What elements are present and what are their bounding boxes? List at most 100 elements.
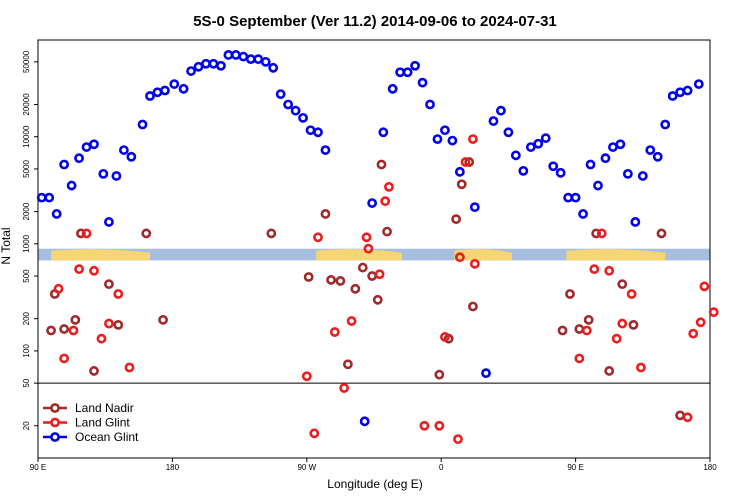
- legend-item: Ocean Glint: [43, 430, 139, 444]
- data-point: [89, 265, 99, 276]
- data-point: [104, 279, 114, 290]
- data-point: [555, 167, 566, 178]
- data-point: [440, 125, 450, 136]
- legend-marker: [50, 432, 60, 442]
- data-point: [320, 209, 331, 219]
- data-point: [89, 366, 99, 376]
- data-point: [374, 269, 385, 280]
- data-point: [36, 192, 47, 203]
- data-point: [622, 168, 633, 179]
- data-point: [628, 319, 639, 330]
- data-point: [596, 228, 607, 239]
- land-africa: [454, 249, 513, 261]
- data-point: [496, 105, 506, 116]
- data-point: [604, 265, 615, 276]
- data-point: [525, 142, 536, 152]
- data-point: [275, 89, 286, 99]
- chart-title: 5S-0 September (Ver 11.2) 2014-09-06 to …: [193, 13, 557, 30]
- data-point: [456, 179, 467, 190]
- data-point: [563, 192, 574, 203]
- data-point: [253, 54, 264, 65]
- data-point: [208, 58, 219, 69]
- y-tick-label: 2000: [22, 202, 31, 220]
- data-point: [357, 262, 368, 273]
- series-land-glint: [53, 134, 719, 445]
- data-point: [660, 119, 671, 130]
- data-point: [581, 325, 592, 336]
- data-point: [540, 133, 551, 144]
- data-point: [417, 77, 428, 88]
- y-tick-label: 10000: [22, 125, 31, 148]
- data-point: [604, 366, 615, 376]
- data-point: [382, 226, 392, 237]
- y-axis-label: N Total: [0, 227, 13, 264]
- data-point: [361, 232, 372, 243]
- data-point: [503, 127, 514, 138]
- data-point: [70, 314, 81, 325]
- data-point: [626, 289, 637, 299]
- land-band: [38, 248, 710, 261]
- legend-item: Land Nadir: [43, 401, 134, 415]
- data-point: [384, 181, 394, 192]
- y-tick-label: 20: [22, 421, 31, 430]
- data-point: [611, 333, 622, 344]
- y-tick-label: 100: [22, 344, 31, 358]
- data-point: [350, 283, 361, 294]
- y-tick-label: 50000: [22, 50, 31, 73]
- data-point: [656, 228, 667, 239]
- data-point: [675, 410, 686, 421]
- data-point: [326, 275, 336, 285]
- legend-marker: [50, 403, 60, 413]
- data-point: [160, 85, 170, 96]
- y-tick-label: 5000: [22, 160, 31, 178]
- data-point: [313, 127, 323, 138]
- data-point: [468, 134, 478, 145]
- data-point: [574, 353, 585, 364]
- x-tick-label: 90 E: [567, 463, 583, 472]
- data-point: [617, 318, 628, 329]
- data-point: [425, 99, 435, 110]
- x-tick-label: 180: [703, 463, 717, 472]
- data-point: [104, 217, 114, 227]
- data-point: [53, 283, 64, 294]
- data-point: [682, 85, 693, 96]
- data-point: [440, 332, 450, 342]
- x-axis-label: Longitude (deg E): [327, 477, 422, 491]
- data-point: [309, 428, 320, 439]
- data-point: [645, 145, 656, 155]
- y-tick-label: 200: [22, 311, 31, 325]
- data-point: [359, 416, 370, 427]
- data-point: [565, 289, 575, 299]
- data-point: [186, 66, 196, 76]
- legend-label: Land Glint: [75, 416, 130, 430]
- data-point: [193, 61, 204, 72]
- y-tick-label: 50: [22, 378, 31, 387]
- data-point: [266, 228, 277, 239]
- data-point: [367, 271, 378, 281]
- data-point: [488, 116, 499, 126]
- data-point: [329, 327, 340, 337]
- data-point: [145, 91, 155, 101]
- data-point: [481, 368, 491, 379]
- data-point: [468, 301, 478, 312]
- data-point: [434, 369, 445, 380]
- data-point: [66, 180, 77, 191]
- data-point: [708, 307, 719, 318]
- land-australia-west: [51, 249, 150, 261]
- land-australia-east: [566, 249, 666, 261]
- legend-item: Land Glint: [43, 416, 130, 430]
- data-point: [376, 159, 387, 170]
- y-tick-label: 500: [22, 269, 31, 283]
- data-point: [387, 83, 398, 94]
- data-point: [158, 314, 168, 325]
- data-point: [178, 83, 189, 94]
- data-point: [688, 328, 699, 339]
- data-point: [216, 60, 226, 71]
- data-point: [454, 252, 465, 263]
- data-point: [518, 165, 529, 176]
- data-point: [548, 161, 559, 172]
- data-point: [695, 317, 706, 328]
- data-point: [268, 62, 279, 73]
- data-point: [98, 168, 109, 179]
